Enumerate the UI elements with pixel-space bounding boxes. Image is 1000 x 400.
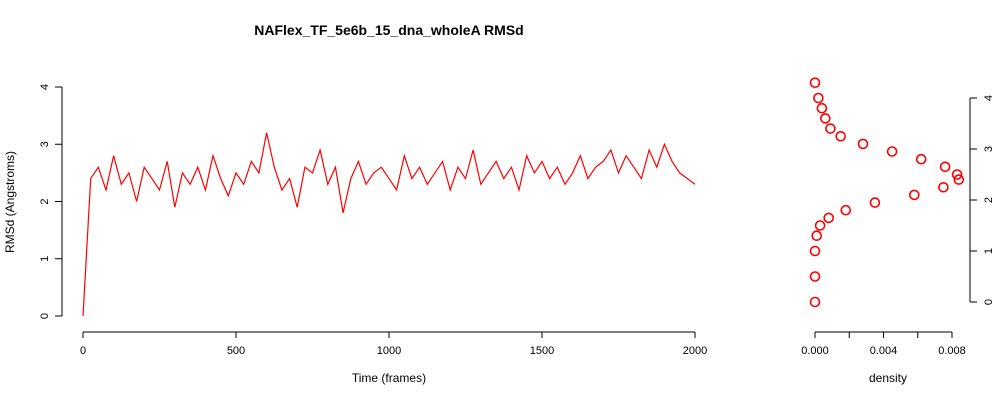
rmsd-timeseries-panel: 0 1 2 3 4 0 500 1000 1500 2000 Time (frames) RMS… [3,84,707,385]
density-point [886,146,898,157]
y-tick-label: 3 [39,141,51,147]
density-point [869,197,881,208]
y-tick-label: 4 [39,84,51,90]
y-axis-label: RMSd (Angstroms) [3,151,17,253]
density-point [809,271,821,282]
density-point [823,212,835,224]
density-x-tick-label: 0.000 [801,345,829,357]
density-point [811,230,823,241]
rmsd-line [82,132,696,317]
density-point [939,161,951,173]
x-tick-label: 1500 [530,345,554,357]
density-x-axis-label: density [869,371,907,385]
density-point [938,182,949,193]
x-tick-label: 1000 [377,345,401,357]
y-tick-label: 0 [39,313,51,319]
density-point [908,189,920,201]
density-panel: 0 1 2 3 4 0.000 0.004 0.008 density [801,77,995,385]
density-point [951,169,963,180]
density-y-tick-label: 4 [983,95,995,101]
density-x-tick-label: 0.004 [870,345,898,357]
x-tick-label: 500 [227,345,245,357]
y-tick-label: 1 [39,256,51,262]
density-point [814,220,826,231]
density-y-axis: 0 1 2 3 4 [969,95,995,305]
density-point [816,102,828,114]
density-point [835,131,847,142]
density-y-tick-label: 3 [983,146,995,152]
x-axis: 0 500 1000 1500 2000 [80,331,707,357]
density-point [953,174,965,185]
density-y-tick-label: 0 [983,299,995,305]
density-point [825,123,836,134]
density-x-axis: 0.000 0.004 0.008 [801,331,966,357]
density-point [915,153,927,165]
density-point [809,245,821,257]
y-axis: 0 1 2 3 4 [39,84,63,319]
density-point [809,296,821,308]
density-point [819,113,831,124]
density-y-tick-label: 2 [983,197,995,203]
x-tick-label: 2000 [683,345,707,357]
rmsd-series [82,132,696,317]
x-tick-label: 0 [80,345,86,357]
x-axis-label: Time (frames) [352,371,426,385]
chart-title: NAFlex_TF_5e6b_15_dna_wholeA RMSd [254,22,523,38]
density-point [840,204,852,216]
density-points [809,77,965,308]
y-tick-label: 2 [39,198,51,204]
density-point [857,138,869,150]
density-x-tick-label: 0.008 [938,345,966,357]
density-point [809,77,821,88]
density-y-tick-label: 1 [983,248,995,254]
density-point [813,92,824,104]
